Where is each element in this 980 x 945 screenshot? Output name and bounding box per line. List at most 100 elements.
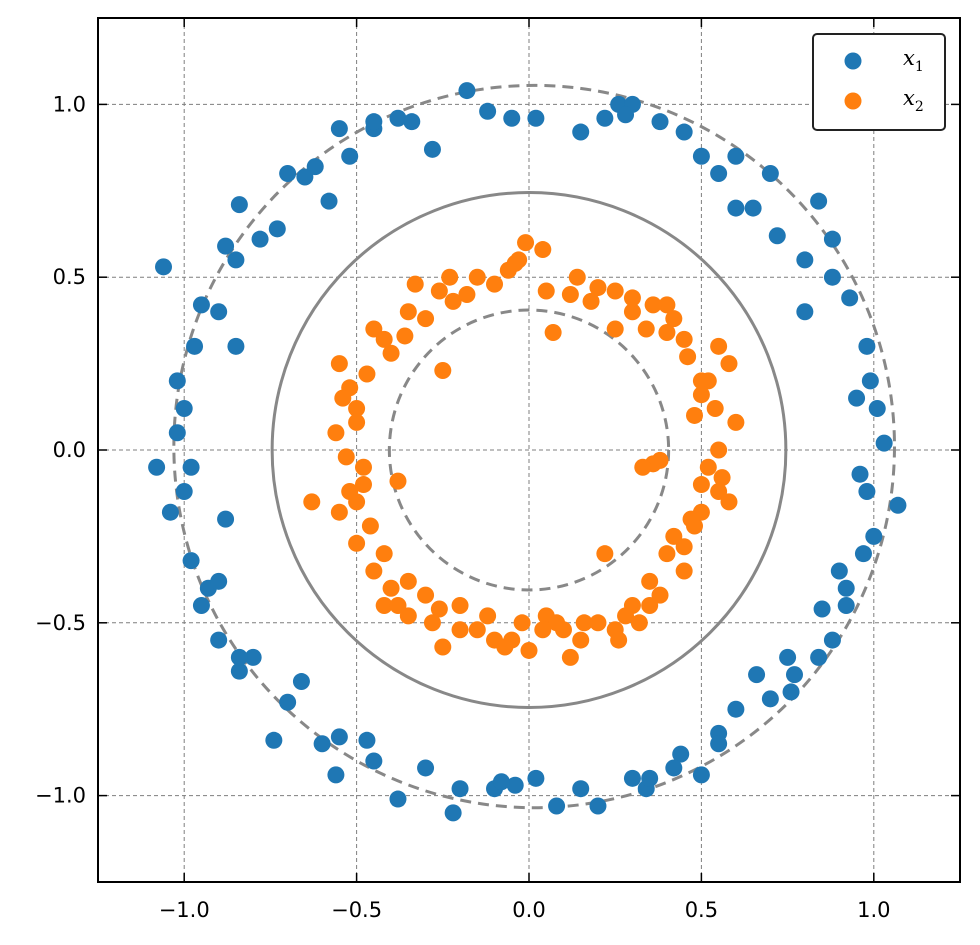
series-2-point (458, 285, 476, 303)
series-1-point (572, 780, 590, 798)
series-1-point (217, 510, 235, 528)
series-2-point (434, 362, 452, 380)
series-1-point (527, 769, 545, 787)
series-1-point (192, 597, 210, 615)
series-2-point (534, 241, 552, 259)
series-2-point (610, 631, 628, 649)
series-1-point (854, 545, 872, 563)
series-2-point (665, 527, 683, 545)
series-1-point (358, 731, 376, 749)
series-2-point (417, 310, 435, 328)
series-2-point (399, 303, 417, 321)
series-1-point (327, 766, 345, 784)
series-2-point (434, 638, 452, 656)
series-1-point (710, 735, 728, 753)
series-1-point (796, 251, 814, 269)
series-1-point (785, 666, 803, 684)
series-1-point (727, 147, 745, 165)
series-1-point (837, 579, 855, 597)
series-1-point (837, 597, 855, 615)
series-1-point (251, 230, 269, 248)
series-2-point (537, 282, 555, 300)
series-2-point (572, 631, 590, 649)
series-2-point (713, 469, 731, 487)
series-2-point (727, 413, 745, 431)
series-1-point (365, 113, 383, 131)
series-2-point (348, 534, 366, 552)
series-2-point (651, 586, 669, 604)
y-tick-label: 0.0 (53, 438, 86, 462)
legend-label-2: x2 (903, 86, 924, 115)
series-2-point (430, 282, 448, 300)
series-2-point (534, 621, 552, 639)
series-1-point (796, 303, 814, 321)
series-1-point (813, 600, 831, 618)
series-2-point (706, 400, 724, 418)
series-1-point (596, 109, 614, 127)
series-1-point (230, 648, 248, 666)
series-1-point (506, 776, 524, 794)
series-2-point (389, 597, 407, 615)
series-1-point (692, 766, 710, 784)
y-tick-label: −0.5 (35, 611, 86, 635)
series-2-point (396, 327, 414, 345)
series-2-point (348, 413, 366, 431)
legend-box (812, 33, 946, 131)
series-1-point (779, 648, 797, 666)
data-points (148, 82, 907, 822)
series-2-point (496, 638, 514, 656)
series-1-point (675, 123, 693, 141)
series-2-point (441, 268, 459, 286)
series-2-point (699, 372, 717, 390)
series-1-point (492, 773, 510, 791)
series-1-point (265, 731, 283, 749)
series-1-point (210, 303, 228, 321)
series-2-point (486, 275, 504, 293)
series-2-point (699, 458, 717, 476)
series-2-point (365, 562, 383, 580)
series-2-point (637, 320, 655, 338)
series-1-point (548, 797, 566, 815)
series-2-point (675, 330, 693, 348)
series-2-point (399, 572, 417, 590)
series-1-point (389, 790, 407, 808)
series-1-point (479, 102, 497, 120)
y-tick-label: 1.0 (53, 92, 86, 116)
series-1-point (292, 673, 310, 691)
series-1-point (641, 769, 659, 787)
series-1-point (210, 572, 228, 590)
series-2-point (617, 607, 635, 625)
series-1-point (851, 465, 869, 483)
series-2-point (334, 389, 352, 407)
series-2-point (644, 296, 662, 314)
series-1-point (458, 82, 476, 100)
series-2-point (710, 337, 728, 355)
series-2-point (382, 579, 400, 597)
series-2-point (589, 279, 607, 297)
series-2-point (479, 607, 497, 625)
series-1-point (330, 728, 348, 746)
dashed-reference-circle (387, 308, 671, 592)
series-1-point (230, 662, 248, 680)
series-1-point (268, 220, 286, 238)
series-1-point (617, 106, 635, 124)
series-2-point (517, 234, 535, 252)
series-1-point (761, 165, 779, 183)
legend-marker-1 (844, 52, 862, 70)
series-1-point (182, 552, 200, 570)
series-2-point (658, 323, 676, 341)
x-tick-label: 0.0 (512, 898, 545, 922)
series-2-point (710, 441, 728, 459)
series-1-point (651, 113, 669, 131)
series-1-point (665, 759, 683, 777)
series-1-point (168, 372, 186, 390)
series-1-point (710, 165, 728, 183)
series-1-point (761, 690, 779, 708)
series-1-point (865, 527, 883, 545)
series-1-point (341, 147, 359, 165)
series-1-point (330, 120, 348, 138)
series-2-point (451, 621, 469, 639)
